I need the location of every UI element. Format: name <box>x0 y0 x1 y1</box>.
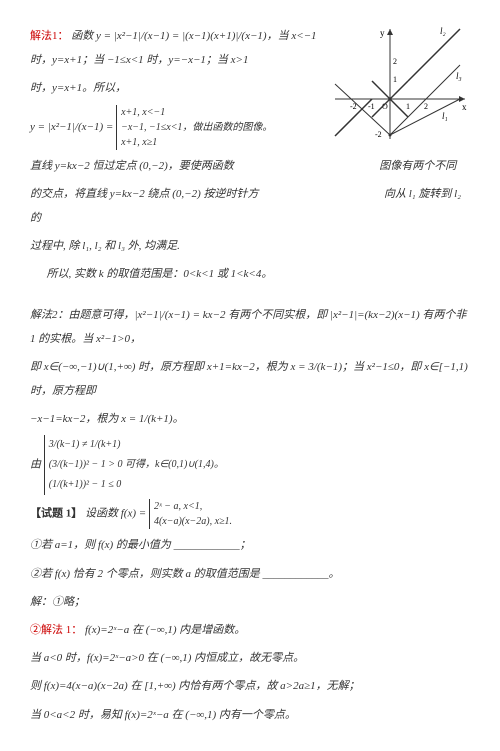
paragraph: −x−1=kx−2，根为 x = 1/(k+1)。 <box>30 407 470 431</box>
case: (1/(k+1))² − 1 ≤ 0 <box>49 479 122 490</box>
paragraph: ②若 f(x) 恰有 2 个零点，则实数 a 的取值范围是 __________… <box>30 562 470 586</box>
svg-text:x: x <box>462 102 467 112</box>
method-label: 解法1： <box>30 30 69 42</box>
paragraph: 即 x∈(−∞,−1)∪(1,+∞) 时，原方程即 x+1=kx−2，根为 x … <box>30 355 470 403</box>
case: 4(x−a)(x−2a), x≥1. <box>154 516 232 527</box>
text: 由 <box>30 459 44 471</box>
text: 函数 y = |x²−1|/(x−1) = |(x−1)(x+1)|/(x−1)… <box>30 30 317 66</box>
paragraph: 直线 y=kx−2 恒过定点 (0,−2)，要使两函数 图像有两个不同 <box>30 154 470 178</box>
paragraph: 所以, 实数 k 的取值范围是：0<k<1 或 1<k<4。 <box>30 262 470 286</box>
case: x+1, x≥1 <box>121 137 157 148</box>
paragraph: 解法2：由题意可得，|x²−1|/(x−1) = kx−2 有两个不同实根，即 … <box>30 303 470 351</box>
question-title: 【试题 1】 设函数 f(x) = 2ˣ − a, x<1, 4(x−a)(x−… <box>30 499 470 529</box>
text: 直线 y=kx−2 恒过定点 (0,−2)，要使两函数 <box>30 160 234 172</box>
case-bracket: x+1, x<−1 −x−1, −1≤x<1，做出函数的图像。 x+1, x≥1 <box>116 105 272 150</box>
paragraph: ①若 a=1，则 f(x) 的最小值为 ____________； <box>30 533 470 557</box>
paragraph: 解：①略； <box>30 590 470 614</box>
method-label: ②解法 1： <box>30 624 82 636</box>
svg-text:2: 2 <box>393 57 397 66</box>
svg-text:l₁: l₁ <box>442 111 448 121</box>
case: (3/(k−1))² − 1 > 0 可得，k∈(0,1)∪(1,4)。 <box>49 459 224 470</box>
text: 的交点，将直线 y=kx−2 绕点 (0,−2) 按逆时针方 <box>30 188 259 200</box>
text: 设函数 f(x) = <box>85 508 149 520</box>
paragraph: 过程中, 除 l₁, l₂ 和 l₃ 外, 均满足. <box>30 234 470 258</box>
case-bracket: 3/(k−1) ≠ 1/(k+1) (3/(k−1))² − 1 > 0 可得，… <box>44 435 224 495</box>
paragraph: ②解法 1： f(x)=2ˣ−a 在 (−∞,1) 内是增函数。 <box>30 618 470 642</box>
case: 3/(k−1) ≠ 1/(k+1) <box>49 439 121 450</box>
function-graph: x y O -1 -2 1 2 1 2 l₂ l₃ l₁ -2 <box>330 24 470 144</box>
case: −x−1, −1≤x<1，做出函数的图像。 <box>121 122 272 133</box>
case: 2ˣ − a, x<1, <box>154 501 202 512</box>
svg-text:l₃: l₃ <box>456 71 462 81</box>
text: y = |x²−1|/(x−1) = <box>30 121 116 133</box>
text: 图像有两个不同 <box>379 160 456 172</box>
case: x+1, x<−1 <box>121 107 165 118</box>
svg-text:-2: -2 <box>375 130 382 139</box>
case-bracket: 2ˣ − a, x<1, 4(x−a)(x−2a), x≥1. <box>149 499 232 529</box>
paragraph: 的交点，将直线 y=kx−2 绕点 (0,−2) 按逆时针方 向从 l₁ 旋转到… <box>30 182 470 230</box>
svg-text:1: 1 <box>406 102 410 111</box>
system-cases: 由 3/(k−1) ≠ 1/(k+1) (3/(k−1))² − 1 > 0 可… <box>30 435 470 495</box>
svg-text:l₂: l₂ <box>440 26 446 36</box>
text: f(x)=2ˣ−a 在 (−∞,1) 内是增函数。 <box>85 624 245 636</box>
svg-text:2: 2 <box>424 102 428 111</box>
title-label: 【试题 1】 <box>30 508 82 520</box>
paragraph: 当 a<0 时，f(x)=2ˣ−a>0 在 (−∞,1) 内恒成立，故无零点。 <box>30 646 470 670</box>
svg-text:y: y <box>380 28 385 38</box>
svg-text:-1: -1 <box>368 102 375 111</box>
svg-text:1: 1 <box>393 75 397 84</box>
paragraph: 当 0<a<2 时，易知 f(x)=2ˣ−a 在 (−∞,1) 内有一个零点。 <box>30 703 470 727</box>
paragraph: 则 f(x)=4(x−a)(x−2a) 在 [1,+∞) 内恰有两个零点，故 a… <box>30 674 470 698</box>
